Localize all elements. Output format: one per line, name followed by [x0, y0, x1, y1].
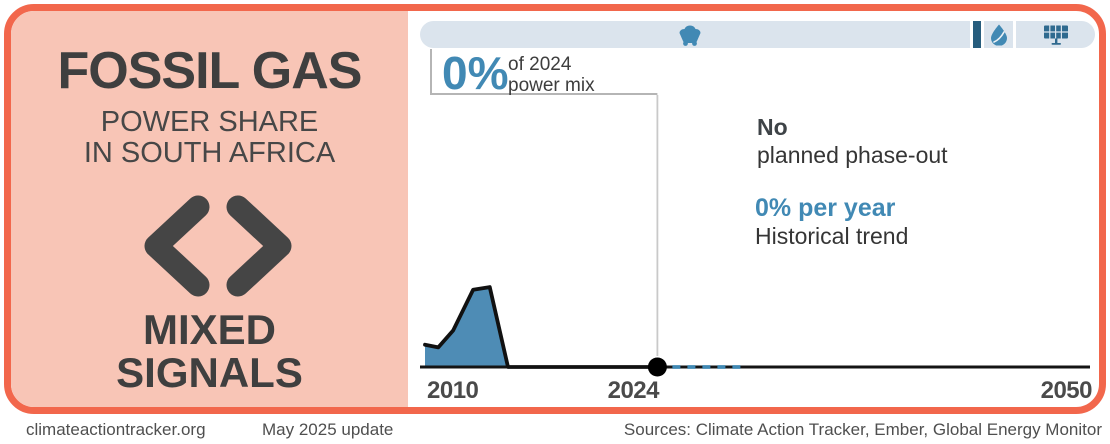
- trend-rate-annotation: 0% per year: [755, 194, 896, 222]
- historical-area: [425, 287, 658, 367]
- page-subtitle: POWER SHARE IN SOUTH AFRICA: [11, 107, 408, 169]
- phaseout-annotation: planned phase-out: [757, 142, 948, 168]
- fossil-gas-segment: [973, 21, 981, 48]
- solar-segment: [1016, 21, 1095, 48]
- x-tick-2024: 2024: [607, 377, 660, 404]
- power-mix-share-value: 0%: [442, 47, 509, 99]
- verdict-line-2: SIGNALS: [116, 349, 303, 396]
- site-url: climateactiontracker.org: [26, 420, 206, 439]
- subtitle-line-2: IN SOUTH AFRICA: [83, 137, 336, 169]
- subtitle-line-1: POWER SHARE: [100, 106, 319, 138]
- mixed-signals-chevrons-icon: [144, 195, 292, 297]
- callout-label-line-1: of 2024: [508, 54, 572, 75]
- sources-credit: Sources: Climate Action Tracker, Ember, …: [623, 420, 1102, 439]
- left-panel: FOSSIL GAS POWER SHARE IN SOUTH AFRICA M…: [11, 11, 408, 407]
- phaseout-annotation-bold: No: [757, 114, 788, 140]
- verdict-line-1: MIXED: [142, 306, 276, 353]
- x-tick-2010: 2010: [427, 377, 479, 404]
- power-mix-bar: [420, 21, 1095, 48]
- marker-2024-dot: [647, 357, 667, 377]
- power-mix-share-label: of 2024 power mix: [508, 54, 595, 96]
- historical-line: [423, 285, 660, 369]
- droplet-leaf-icon: [990, 24, 1007, 45]
- hydro-bio-segment: [984, 21, 1013, 48]
- callout-label-line-2: power mix: [508, 75, 595, 96]
- footer: climateactiontracker.org May 2025 update…: [0, 417, 1110, 444]
- trend-label-annotation: Historical trend: [755, 223, 909, 249]
- coal-segment: [420, 21, 970, 48]
- page-title: FOSSIL GAS: [57, 42, 363, 100]
- update-date: May 2025 update: [262, 420, 394, 439]
- x-tick-2050: 2050: [1040, 377, 1093, 404]
- solar-panel-icon: [1043, 25, 1068, 45]
- coal-cart-icon: [679, 25, 701, 46]
- verdict-label: MIXED SIGNALS: [11, 308, 408, 394]
